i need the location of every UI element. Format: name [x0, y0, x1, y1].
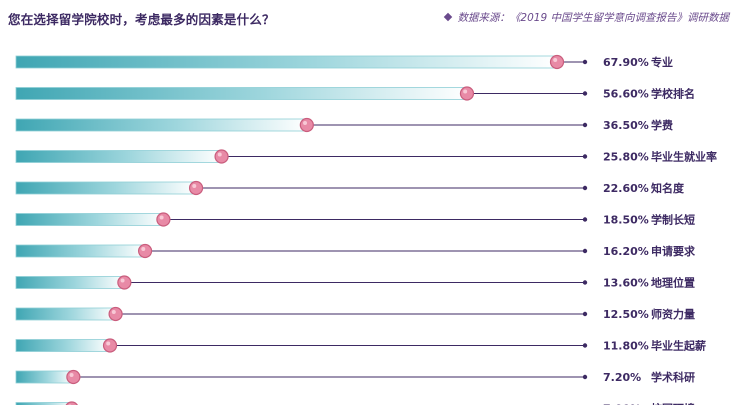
- marker-highlight: [141, 247, 146, 251]
- leader-end-dot: [582, 185, 588, 191]
- value-label: 22.60%: [603, 182, 649, 195]
- marker-highlight: [192, 184, 197, 188]
- category-label: 学制长短: [651, 213, 695, 227]
- bar: [15, 307, 116, 321]
- marker-highlight: [69, 373, 74, 377]
- category-label: 毕业生就业率: [651, 150, 717, 164]
- value-label: 13.60%: [603, 277, 649, 290]
- leader-end-dot: [582, 343, 588, 348]
- leader-end-dot: [582, 217, 588, 222]
- marker-highlight: [159, 215, 164, 220]
- bar-end-marker: [117, 275, 132, 290]
- bar: [15, 213, 164, 226]
- value-label: 67.90%: [603, 56, 649, 69]
- bar: [15, 87, 468, 100]
- marker-highlight: [111, 310, 116, 314]
- marker-highlight: [463, 89, 468, 94]
- value-label: 12.50%: [603, 308, 649, 321]
- value-label: 16.20%: [603, 245, 649, 258]
- value-label: 25.80%: [603, 151, 649, 164]
- marker-highlight: [553, 58, 558, 62]
- bar: [15, 181, 197, 195]
- leader-end-dot: [582, 311, 588, 317]
- category-label: 学校排名: [651, 87, 695, 101]
- chart-title: 您在选择留学院校时，考虑最多的因素是什么？: [8, 12, 275, 27]
- bars-layer: 67.90% 专业 56.60% 学校排名 36.50% 学费 25.80% 毕业生就业率 22…: [15, 54, 717, 405]
- bar-end-marker: [108, 306, 123, 322]
- category-label: 学术科研: [651, 370, 695, 384]
- category-label: 师资力量: [651, 307, 695, 321]
- bar-end-marker: [549, 54, 565, 70]
- bar: [15, 244, 146, 258]
- category-label: 学费: [651, 118, 673, 132]
- marker-highlight: [120, 278, 125, 283]
- leader-end-dot: [582, 122, 588, 128]
- marker-highlight: [106, 341, 111, 346]
- leader-end-dot: [582, 91, 588, 96]
- bar: [15, 150, 222, 163]
- bar: [15, 118, 308, 132]
- bar-end-marker: [137, 243, 153, 259]
- bar-end-marker: [65, 401, 78, 405]
- bar-end-marker: [66, 369, 81, 385]
- marker-highlight: [217, 152, 222, 157]
- leader-end-dot: [582, 374, 588, 380]
- bar-end-marker: [102, 338, 118, 353]
- value-label: 11.80%: [603, 340, 649, 353]
- category-label: 地理位置: [651, 276, 695, 290]
- value-label: 18.50%: [603, 214, 649, 227]
- bar: [15, 339, 111, 352]
- bar-end-marker: [459, 86, 475, 101]
- value-label: 56.60%: [603, 88, 649, 101]
- category-label: 校园环境: [651, 402, 695, 405]
- value-label: 36.50%: [603, 119, 649, 132]
- value-label: 7.00%: [603, 403, 641, 405]
- leader-end-dot: [582, 248, 588, 254]
- bar: [15, 402, 73, 405]
- leader-end-dot: [582, 154, 588, 159]
- category-label: 知名度: [650, 181, 685, 195]
- category-label: 专业: [651, 55, 673, 69]
- bar-end-marker: [188, 180, 204, 196]
- bar: [15, 276, 125, 289]
- leader-end-dot: [582, 59, 588, 65]
- bar-end-marker: [299, 117, 314, 133]
- data-source-note: 数据来源：《2019 中国学生留学意向调查报告》调研数据: [444, 10, 729, 25]
- bar-end-marker: [214, 149, 229, 164]
- leader-end-dot: [582, 280, 588, 285]
- category-label: 毕业生起薪: [651, 339, 706, 353]
- bar-end-marker: [156, 212, 171, 227]
- marker-highlight: [303, 121, 308, 125]
- category-label: 申请要求: [651, 244, 696, 258]
- value-label: 7.20%: [603, 371, 641, 384]
- source-text: 数据来源：《2019 中国学生留学意向调查报告》调研数据: [457, 12, 729, 24]
- bar: [15, 55, 558, 69]
- bar: [15, 370, 74, 384]
